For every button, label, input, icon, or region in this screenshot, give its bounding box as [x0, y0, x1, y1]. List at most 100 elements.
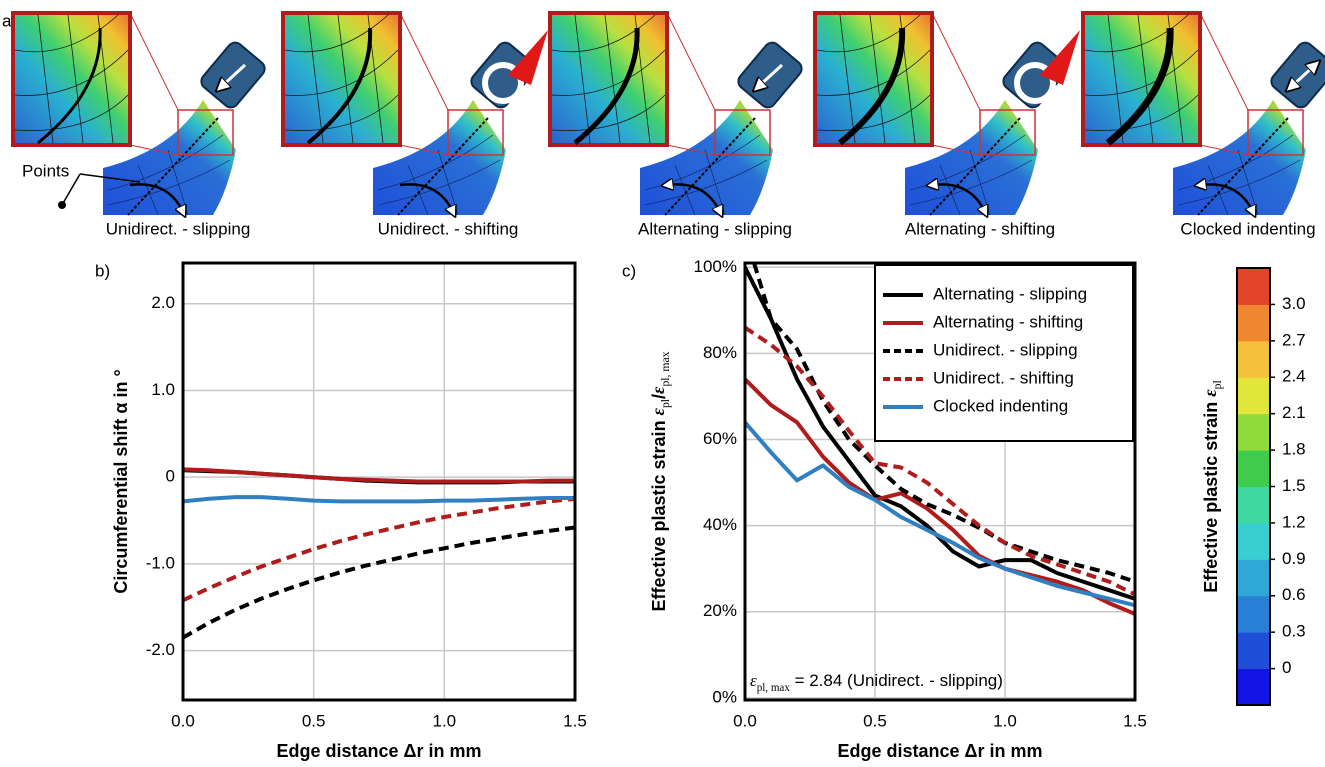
tool-arrow: [221, 63, 247, 87]
series-line: [183, 496, 575, 603]
mesh: [816, 14, 931, 144]
y-tick-label: 1.0: [151, 380, 175, 399]
colorbar-tick-label: 2.1: [1282, 403, 1306, 422]
series-group: [183, 467, 575, 640]
colorbar-tick-label: 0.6: [1282, 585, 1306, 604]
point-track: [306, 27, 373, 145]
motion-arrow: [129, 183, 183, 212]
mesh: [284, 14, 399, 144]
colorbar-band: [1237, 268, 1270, 305]
zoom-box: [447, 109, 504, 156]
colorbar-band: [1237, 522, 1270, 560]
tool-ring: [1014, 62, 1056, 104]
point-track: [37, 27, 102, 145]
tool-tip: [508, 30, 548, 85]
plot-frame: [181, 261, 577, 702]
points-leader: [61, 173, 81, 206]
zoom-connector: [666, 12, 716, 111]
points-leader: [79, 173, 141, 183]
series-line: [183, 525, 575, 640]
colorbar-tick-label: 1.8: [1282, 440, 1306, 459]
series-line: [183, 495, 575, 504]
point-track: [838, 27, 906, 146]
series-group: [745, 263, 1135, 616]
point-line: [127, 117, 219, 216]
legend-label: Clocked indenting: [933, 396, 1068, 415]
colorbar-tick-label: 2.4: [1282, 367, 1306, 386]
y-axis-title: Effective plastic strain εpl/εpl, max: [648, 351, 672, 611]
zoom-box: [714, 109, 771, 156]
caption: Alternating - slipping: [638, 219, 792, 238]
caption: Clocked indenting: [1180, 219, 1315, 238]
simulation-view: [813, 11, 1080, 215]
x-tick-label: 1.5: [1123, 711, 1147, 730]
legend-label: Alternating - slipping: [933, 284, 1087, 303]
y-tick-label: 0: [166, 467, 175, 486]
legend-label: Unidirect. - shifting: [933, 368, 1074, 387]
zoom-connector: [399, 12, 449, 111]
zoom-connector: [129, 144, 179, 156]
simulation-view: [548, 11, 803, 215]
zoom-connector: [666, 144, 716, 156]
zoom-connector: [399, 144, 449, 156]
motion-arrow: [932, 184, 985, 212]
colorbar-band: [1237, 668, 1270, 706]
legend-label: Unidirect. - slipping: [933, 340, 1078, 359]
series-line: [745, 377, 1135, 616]
workpiece: [103, 100, 236, 215]
zoom-inset: [548, 11, 669, 147]
panel-label: b): [95, 261, 110, 280]
zoom-inset: [11, 11, 132, 147]
x-tick-label: 1.0: [433, 711, 457, 730]
label-part: /: [649, 394, 669, 399]
caption: Unidirect. - shifting: [378, 219, 519, 238]
colorbar-tick-label: 3.0: [1282, 294, 1306, 313]
label-part: pl, max: [757, 682, 791, 694]
colorbar-band: [1237, 595, 1270, 633]
y-tick-label: -2.0: [146, 640, 175, 659]
colorbar-tick-label: 0: [1282, 658, 1291, 677]
zoom-connector: [1199, 144, 1249, 156]
colorbar-band: [1237, 340, 1270, 378]
colorbar-band: [1237, 413, 1270, 451]
label-part: = 2.84 (Unidirect. - slipping): [790, 671, 1003, 690]
label-part: pl: [1211, 379, 1224, 389]
series-line: [745, 420, 1135, 608]
y-tick-label: 40%: [703, 515, 737, 534]
tool-tip: [1040, 30, 1080, 85]
mesh: [551, 14, 666, 144]
simulation-view: [1081, 11, 1325, 215]
zoom-inset: [281, 11, 402, 147]
zoom-connector: [931, 12, 981, 111]
x-tick-label: 1.5: [563, 711, 587, 730]
label-part: Effective plastic strain: [1201, 397, 1221, 593]
colorbar-band: [1237, 304, 1270, 342]
y-tick-label: -1.0: [146, 553, 175, 572]
y-tick-label: 100%: [694, 257, 737, 276]
label-part: Effective plastic strain: [649, 415, 669, 611]
label-part: ε: [750, 671, 757, 690]
annotation: Points: [22, 161, 69, 180]
point-track: [1105, 27, 1174, 146]
zoom-connector: [1199, 12, 1249, 111]
tool-arrow: [758, 63, 784, 87]
mesh: [107, 134, 231, 216]
series-line: [183, 467, 575, 484]
zoom-connector: [129, 12, 179, 111]
series-line: [745, 325, 1135, 597]
y-tick-label: 80%: [703, 343, 737, 362]
label-part: pl, max: [659, 351, 672, 386]
legend-label: Alternating - shifting: [933, 312, 1083, 331]
y-tick-label: 20%: [703, 601, 737, 620]
caption: Alternating - shifting: [905, 219, 1055, 238]
colorbar-band: [1237, 450, 1270, 487]
x-tick-label: 0.0: [171, 711, 195, 730]
mesh: [377, 134, 501, 216]
colorbar-tick-label: 2.7: [1282, 330, 1306, 349]
zoom-box: [979, 109, 1036, 156]
motion-arrow: [399, 183, 453, 212]
x-axis-title: Edge distance Δr in mm: [277, 741, 482, 761]
zoom-box: [177, 109, 234, 156]
